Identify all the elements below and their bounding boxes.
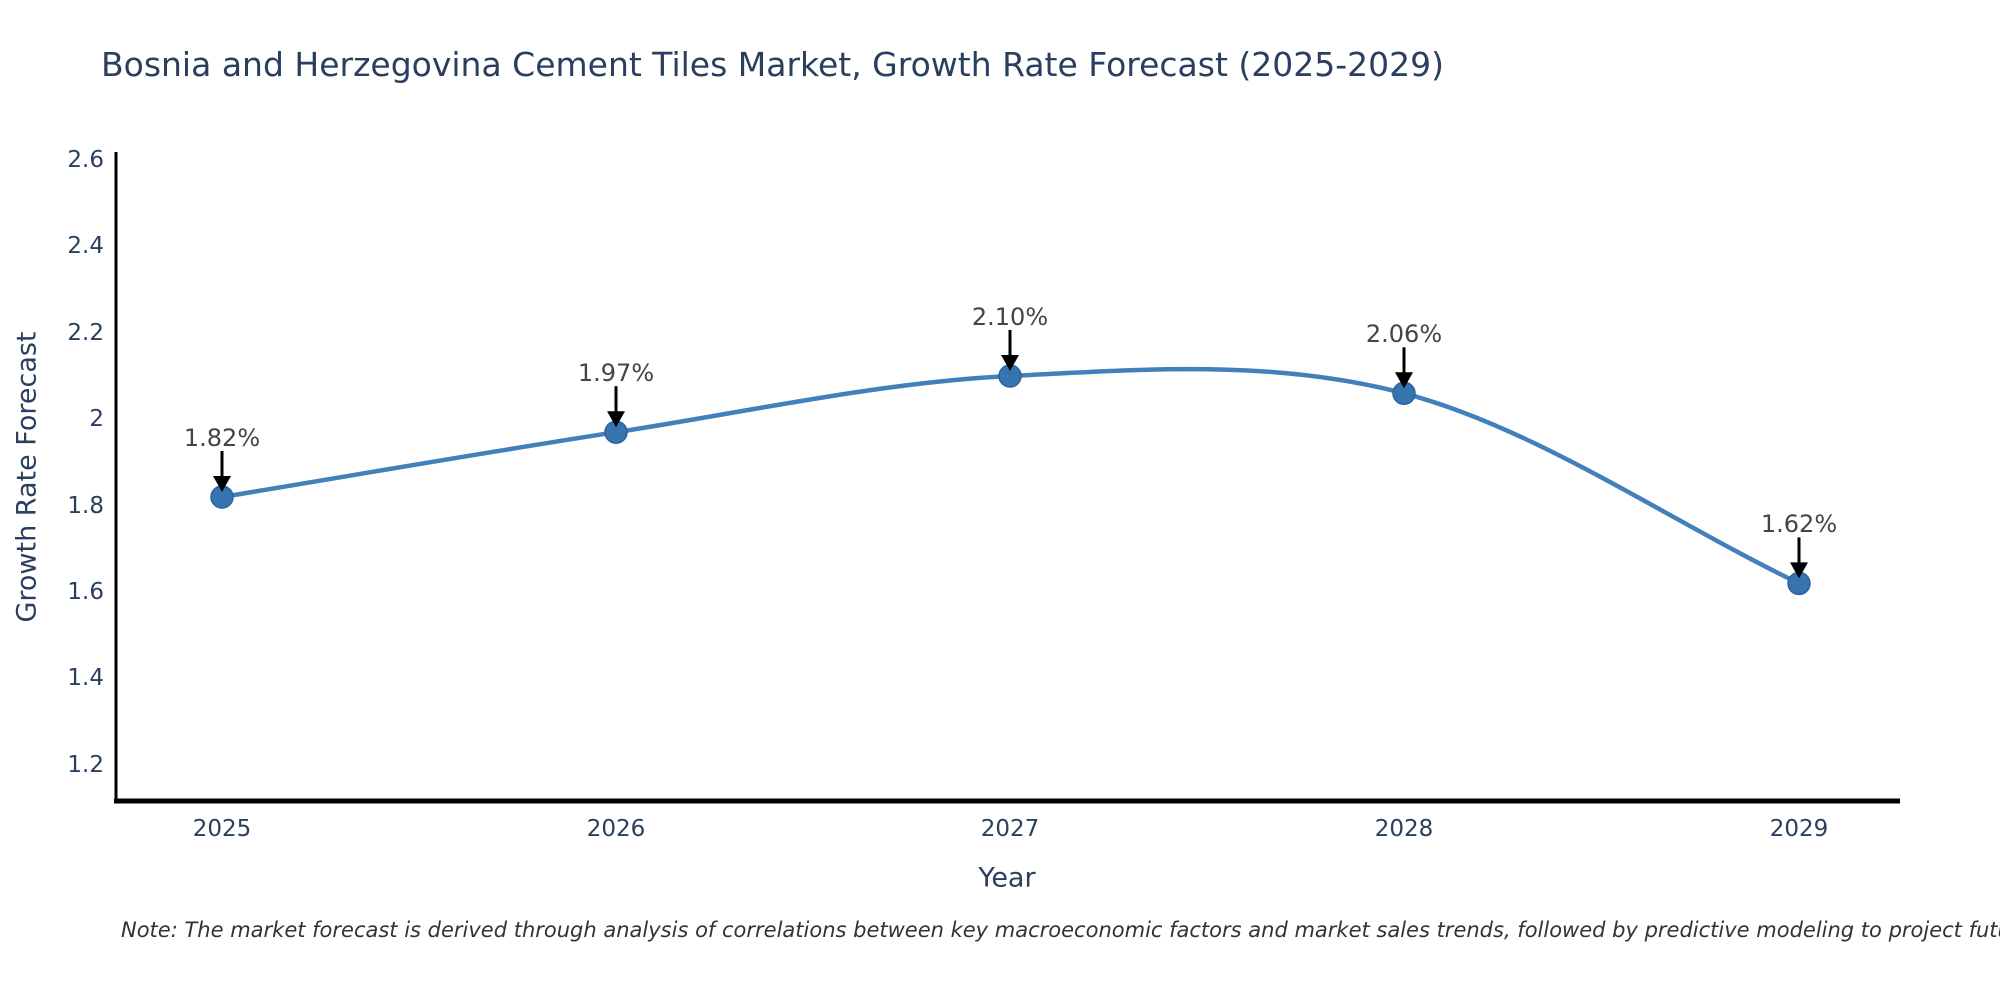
y-tick-label: 1.6 xyxy=(67,579,104,605)
x-tick-label: 2026 xyxy=(587,816,646,842)
y-tick-label: 2.4 xyxy=(67,233,104,259)
x-tick-label: 2028 xyxy=(1375,816,1434,842)
footnote: Note: The market forecast is derived thr… xyxy=(121,918,2000,942)
y-tick-label: 1.2 xyxy=(67,752,104,778)
point-label-2025: 1.82% xyxy=(184,424,260,452)
x-tick-label: 2029 xyxy=(1770,816,1829,842)
point-label-2028: 2.06% xyxy=(1366,320,1442,348)
annotation-arrow-2028 xyxy=(1395,347,1413,389)
y-tick-label: 2.2 xyxy=(67,320,104,346)
annotation-arrow-2025 xyxy=(213,451,231,492)
y-tick-label: 1.8 xyxy=(67,493,104,519)
y-axis-title: Growth Rate Forecast xyxy=(12,331,43,622)
series-line xyxy=(219,366,1802,586)
chart-title: Bosnia and Herzegovina Cement Tiles Mark… xyxy=(101,45,1445,84)
y-tick-label: 2.6 xyxy=(67,147,104,173)
annotation-arrow-2029 xyxy=(1790,537,1808,579)
annotation-arrow-2027 xyxy=(1001,330,1019,371)
point-label-2026: 1.97% xyxy=(578,359,654,387)
x-axis-title: Year xyxy=(977,863,1036,894)
point-label-2027: 2.10% xyxy=(972,303,1048,331)
y-tick-label: 2 xyxy=(89,406,104,432)
x-tick-label: 2027 xyxy=(981,816,1040,842)
annotation-arrow-2026 xyxy=(607,386,625,428)
y-tick-label: 1.4 xyxy=(67,665,104,691)
x-tick-label: 2025 xyxy=(193,816,252,842)
point-label-2029: 1.62% xyxy=(1761,510,1837,538)
